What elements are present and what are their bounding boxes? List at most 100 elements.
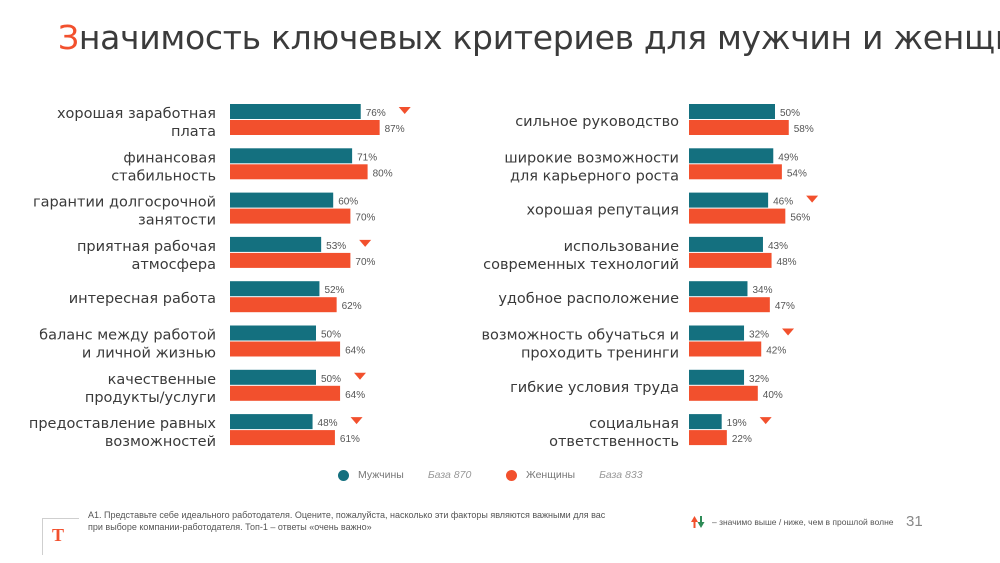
category-label: хорошая заработная	[57, 106, 216, 122]
category-label: занятости	[138, 213, 216, 229]
category-label: хорошая репутация	[526, 203, 679, 219]
data-label-women: 61%	[340, 434, 360, 445]
title-first-letter: З	[58, 18, 79, 57]
bar-men	[230, 236, 322, 252]
bar-men	[230, 192, 334, 208]
data-label-men: 60%	[338, 197, 358, 208]
bar-men	[230, 104, 361, 119]
legend-men-base: База 870	[427, 469, 472, 481]
data-label-women: 22%	[732, 434, 752, 445]
data-label-women: 64%	[345, 346, 365, 357]
data-label-women: 54%	[787, 168, 807, 179]
data-label-men: 71%	[357, 152, 377, 163]
data-label-women: 58%	[794, 124, 814, 135]
category-label: интересная работа	[69, 291, 216, 307]
category-label: гибкие условия труда	[510, 380, 679, 396]
bar-men	[689, 414, 722, 430]
category-label: возможностей	[105, 434, 216, 450]
legend-women-label: Женщины	[526, 469, 576, 481]
category-label: социальная	[589, 416, 679, 432]
data-label-men: 34%	[752, 285, 772, 296]
significance-note: – значимо выше / ниже, чем в прошлой вол…	[712, 517, 894, 527]
data-label-men: 53%	[326, 241, 346, 252]
down-triangle-icon	[398, 107, 411, 114]
bar-women	[230, 430, 335, 446]
legend-women-swatch	[506, 469, 517, 481]
bar-women	[230, 120, 380, 135]
bar-women	[230, 385, 341, 401]
data-label-men: 48%	[318, 418, 338, 429]
bar-men	[689, 325, 745, 341]
bar-men	[230, 281, 320, 297]
down-triangle-icon	[359, 239, 372, 247]
title-text: начимость ключевых критериев для мужчин …	[78, 18, 1000, 57]
bar-men	[230, 414, 313, 430]
down-triangle-icon	[759, 417, 772, 425]
bar-women	[689, 430, 727, 446]
category-label: возможность обучаться и	[482, 328, 680, 344]
bar-women	[230, 208, 351, 224]
legend-men: Мужчины База 870	[338, 469, 471, 481]
data-label-women: 70%	[355, 213, 375, 224]
bar-women	[230, 164, 368, 180]
down-triangle-icon	[782, 328, 795, 336]
category-label: проходить тренинги	[521, 346, 679, 362]
data-label-men: 50%	[321, 374, 341, 385]
bar-women	[689, 164, 782, 180]
bar-men	[689, 369, 745, 385]
data-label-men: 52%	[324, 285, 344, 296]
bar-men	[689, 104, 775, 119]
bar-women	[689, 341, 762, 357]
category-label: и личной жизнью	[82, 346, 216, 362]
data-label-women: 40%	[763, 390, 783, 401]
data-label-women: 48%	[777, 257, 797, 268]
bar-women	[689, 208, 786, 224]
category-label: предоставление равных	[29, 416, 217, 432]
data-label-men: 76%	[366, 108, 386, 119]
category-label: гарантии долгосрочной	[33, 195, 216, 211]
bar-men	[689, 281, 748, 297]
up-down-arrows-icon	[690, 515, 706, 529]
data-label-women: 47%	[775, 301, 795, 312]
bar-men	[689, 236, 763, 252]
legend-men-swatch	[338, 469, 349, 481]
data-label-women: 42%	[766, 346, 786, 357]
data-label-men: 32%	[749, 330, 769, 341]
bar-men	[689, 192, 769, 208]
bar-women	[230, 252, 351, 268]
page-number: 31	[906, 513, 923, 530]
bar-women	[689, 252, 772, 268]
bar-men	[230, 148, 353, 164]
bar-chart: 76% 87% хорошая заработная плата 71% 80% финан…	[29, 104, 819, 450]
bar-men	[230, 325, 316, 341]
category-label: сильное руководство	[515, 114, 679, 130]
significance-legend: – значимо выше / ниже, чем в прошлой вол…	[690, 515, 894, 529]
bar-men	[689, 148, 774, 164]
legend-men-label: Мужчины	[358, 469, 404, 481]
data-label-men: 19%	[727, 418, 747, 429]
data-label-men: 46%	[773, 197, 793, 208]
logo-letter: Т	[52, 525, 65, 545]
category-label: продукты/услуги	[85, 390, 216, 406]
category-label: баланс между работой	[39, 328, 216, 344]
bar-women	[689, 385, 758, 401]
category-label: стабильность	[111, 168, 216, 184]
question-footnote: А1. Представьте себе идеального работода…	[88, 510, 606, 532]
category-label: плата	[171, 124, 216, 140]
data-label-women: 80%	[373, 168, 393, 179]
data-label-women: 62%	[342, 301, 362, 312]
bar-women	[689, 297, 770, 313]
category-label: финансовая	[123, 150, 216, 166]
category-label: широкие возможности	[504, 150, 679, 166]
company-logo: Т	[42, 518, 79, 555]
data-label-men: 43%	[768, 241, 788, 252]
page-title: Значимость ключевых критериев для мужчин…	[58, 18, 1000, 57]
data-label-women: 64%	[345, 390, 365, 401]
category-label: приятная рабочая	[77, 239, 216, 255]
down-triangle-icon	[806, 195, 819, 203]
category-label: качественные	[108, 372, 216, 388]
data-label-women: 70%	[355, 257, 375, 268]
data-label-men: 32%	[749, 374, 769, 385]
legend-women: Женщины База 833	[506, 469, 643, 481]
category-label: для карьерного роста	[510, 168, 679, 184]
